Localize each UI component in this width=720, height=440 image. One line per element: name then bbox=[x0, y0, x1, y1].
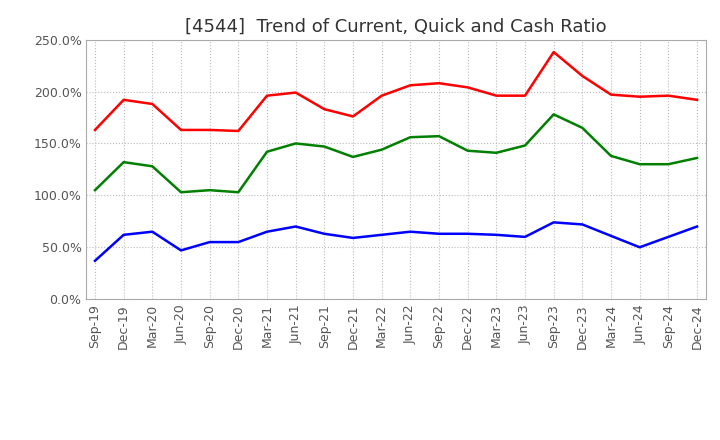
Current Ratio bbox=[348, 114, 357, 119]
Quick Ratio bbox=[348, 154, 357, 160]
Cash Ratio bbox=[521, 234, 529, 239]
Current Ratio bbox=[176, 127, 185, 132]
Current Ratio bbox=[521, 93, 529, 98]
Current Ratio bbox=[234, 128, 243, 134]
Quick Ratio bbox=[377, 147, 386, 152]
Current Ratio bbox=[549, 49, 558, 55]
Current Ratio bbox=[263, 93, 271, 98]
Cash Ratio bbox=[348, 235, 357, 241]
Cash Ratio bbox=[148, 229, 157, 235]
Quick Ratio bbox=[406, 135, 415, 140]
Current Ratio bbox=[578, 73, 587, 79]
Cash Ratio bbox=[578, 222, 587, 227]
Current Ratio bbox=[664, 93, 672, 98]
Current Ratio bbox=[406, 83, 415, 88]
Quick Ratio bbox=[607, 153, 616, 158]
Quick Ratio bbox=[635, 161, 644, 167]
Quick Ratio bbox=[320, 144, 328, 149]
Cash Ratio bbox=[664, 234, 672, 239]
Cash Ratio bbox=[435, 231, 444, 236]
Current Ratio bbox=[91, 127, 99, 132]
Current Ratio bbox=[693, 97, 701, 103]
Cash Ratio bbox=[292, 224, 300, 229]
Cash Ratio bbox=[406, 229, 415, 235]
Quick Ratio bbox=[664, 161, 672, 167]
Cash Ratio bbox=[549, 220, 558, 225]
Quick Ratio bbox=[176, 190, 185, 195]
Quick Ratio bbox=[492, 150, 500, 155]
Quick Ratio bbox=[205, 187, 214, 193]
Cash Ratio bbox=[320, 231, 328, 236]
Cash Ratio bbox=[377, 232, 386, 238]
Quick Ratio bbox=[578, 125, 587, 131]
Cash Ratio bbox=[91, 258, 99, 264]
Quick Ratio bbox=[435, 133, 444, 139]
Cash Ratio bbox=[492, 232, 500, 238]
Cash Ratio bbox=[120, 232, 128, 238]
Line: Quick Ratio: Quick Ratio bbox=[95, 114, 697, 192]
Current Ratio bbox=[292, 90, 300, 95]
Cash Ratio bbox=[176, 248, 185, 253]
Current Ratio bbox=[120, 97, 128, 103]
Cash Ratio bbox=[205, 239, 214, 245]
Cash Ratio bbox=[234, 239, 243, 245]
Current Ratio bbox=[377, 93, 386, 98]
Cash Ratio bbox=[464, 231, 472, 236]
Quick Ratio bbox=[693, 155, 701, 161]
Quick Ratio bbox=[549, 112, 558, 117]
Cash Ratio bbox=[635, 245, 644, 250]
Current Ratio bbox=[205, 127, 214, 132]
Quick Ratio bbox=[464, 148, 472, 154]
Title: [4544]  Trend of Current, Quick and Cash Ratio: [4544] Trend of Current, Quick and Cash … bbox=[185, 17, 607, 35]
Line: Current Ratio: Current Ratio bbox=[95, 52, 697, 131]
Current Ratio bbox=[320, 106, 328, 112]
Current Ratio bbox=[435, 81, 444, 86]
Quick Ratio bbox=[91, 187, 99, 193]
Quick Ratio bbox=[120, 159, 128, 165]
Quick Ratio bbox=[148, 164, 157, 169]
Current Ratio bbox=[492, 93, 500, 98]
Current Ratio bbox=[635, 94, 644, 99]
Cash Ratio bbox=[263, 229, 271, 235]
Line: Cash Ratio: Cash Ratio bbox=[95, 222, 697, 261]
Cash Ratio bbox=[607, 233, 616, 238]
Cash Ratio bbox=[693, 224, 701, 229]
Current Ratio bbox=[148, 101, 157, 106]
Current Ratio bbox=[607, 92, 616, 97]
Quick Ratio bbox=[234, 190, 243, 195]
Quick Ratio bbox=[292, 141, 300, 146]
Current Ratio bbox=[464, 85, 472, 90]
Quick Ratio bbox=[263, 149, 271, 154]
Quick Ratio bbox=[521, 143, 529, 148]
